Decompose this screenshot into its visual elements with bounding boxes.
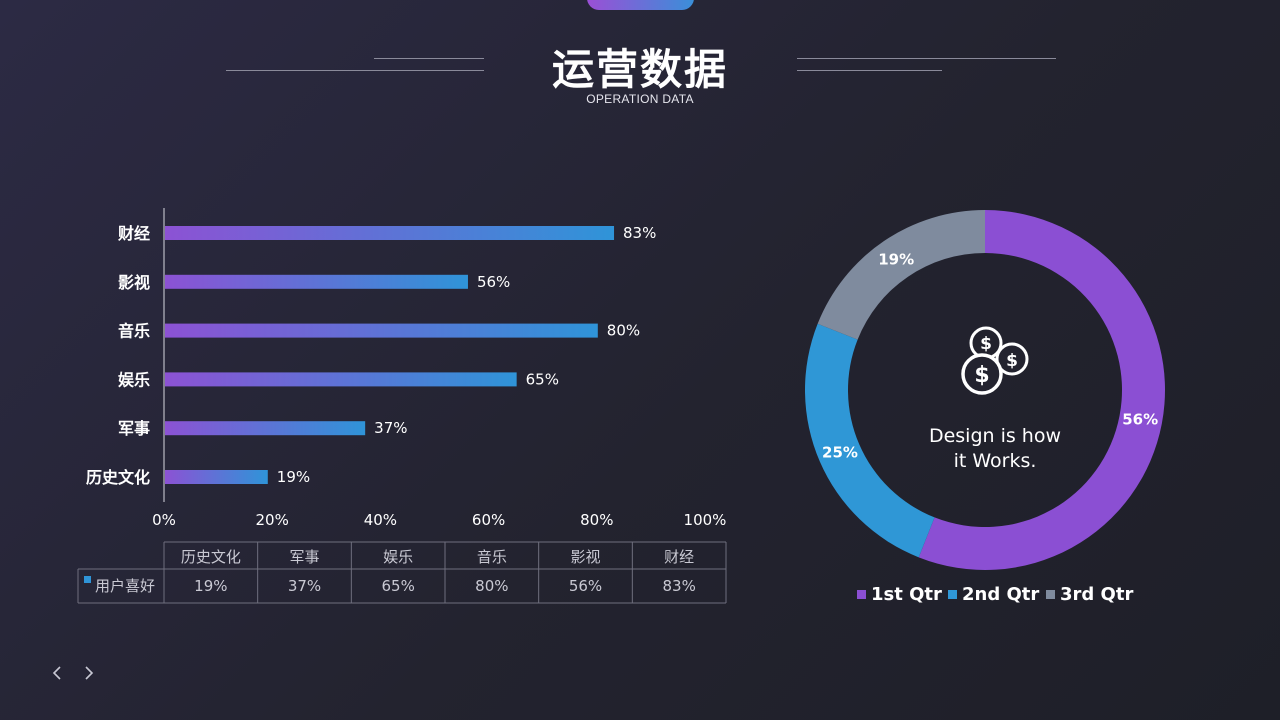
prev-slide-button[interactable] [46, 662, 68, 684]
legend-label: 2nd Qtr [962, 584, 1039, 605]
table-header-cell: 娱乐 [383, 548, 413, 566]
bar [165, 226, 615, 240]
table-header-cell: 军事 [289, 548, 319, 566]
donut-slice-label: 19% [878, 250, 914, 268]
bar-category-label: 娱乐 [118, 370, 150, 389]
donut-slice [918, 210, 1165, 570]
page-subtitle: OPERATION DATA [586, 92, 694, 106]
title-divider-right-long [797, 58, 1056, 59]
legend-label: 3rd Qtr [1060, 584, 1133, 605]
bar-value-label: 80% [607, 322, 640, 340]
x-tick-label: 0% [152, 511, 176, 529]
page-title: 运营数据 [551, 45, 728, 94]
x-tick-label: 100% [684, 511, 727, 529]
donut-slice [804, 323, 935, 558]
table-value-cell: 80% [475, 577, 508, 595]
title-divider-left-short [374, 58, 484, 59]
donut-center-text-line2: it Works. [954, 450, 1037, 472]
donut-center: $ $ $ Design is how it Works. [929, 326, 1061, 472]
bar [165, 274, 468, 289]
bar-value-label: 19% [277, 468, 310, 486]
x-tick-label: 60% [472, 511, 505, 529]
table-value-cell: 65% [381, 577, 414, 595]
chevron-right-icon [85, 666, 94, 680]
table-header-cell: 财经 [664, 548, 694, 566]
bar [165, 470, 268, 484]
table-header-cell: 影视 [570, 548, 600, 566]
bar [165, 421, 366, 436]
table-series-swatch [84, 576, 91, 583]
bar-category-label: 财经 [117, 224, 150, 243]
legend-label: 1st Qtr [871, 584, 942, 605]
bar-value-label: 56% [477, 273, 510, 291]
legend-swatch [857, 590, 866, 599]
table-value-cell: 56% [569, 577, 602, 595]
donut-slice-label: 56% [1122, 411, 1158, 429]
legend-swatch [948, 590, 957, 599]
bar-category-label: 影视 [118, 273, 150, 292]
dollar-coins-icon: $ $ $ [961, 326, 1029, 395]
donut-center-text-line1: Design is how [929, 425, 1061, 447]
bar-category-label: 军事 [118, 419, 150, 438]
table-row-label: 用户喜好 [95, 577, 155, 595]
bar-category-label: 历史文化 [86, 468, 150, 487]
bar-category-label: 音乐 [118, 322, 150, 341]
bar-value-label: 65% [526, 370, 559, 388]
table-header-cell: 音乐 [477, 548, 507, 566]
title-divider-left-long [226, 70, 484, 71]
donut-slice-label: 25% [822, 444, 858, 462]
table-header-cell: 历史文化 [181, 548, 241, 566]
chevron-left-icon [52, 666, 61, 680]
x-tick-label: 20% [256, 511, 289, 529]
table-value-cell: 83% [662, 577, 695, 595]
x-tick-label: 80% [580, 511, 613, 529]
svg-text:$: $ [1006, 351, 1018, 371]
next-slide-button[interactable] [78, 662, 100, 684]
x-tick-label: 40% [364, 511, 397, 529]
svg-text:$: $ [974, 363, 989, 388]
svg-text:$: $ [980, 334, 992, 354]
table-value-cell: 19% [194, 577, 227, 595]
bar-value-label: 37% [374, 419, 407, 437]
table-value-cell: 37% [288, 577, 321, 595]
title-divider-right-short [797, 70, 942, 71]
bar [165, 372, 517, 387]
bar [165, 323, 598, 338]
bar-value-label: 83% [623, 224, 656, 242]
legend-swatch [1046, 590, 1055, 599]
donut-slice [817, 210, 985, 340]
top-tab-decoration [587, 0, 694, 10]
